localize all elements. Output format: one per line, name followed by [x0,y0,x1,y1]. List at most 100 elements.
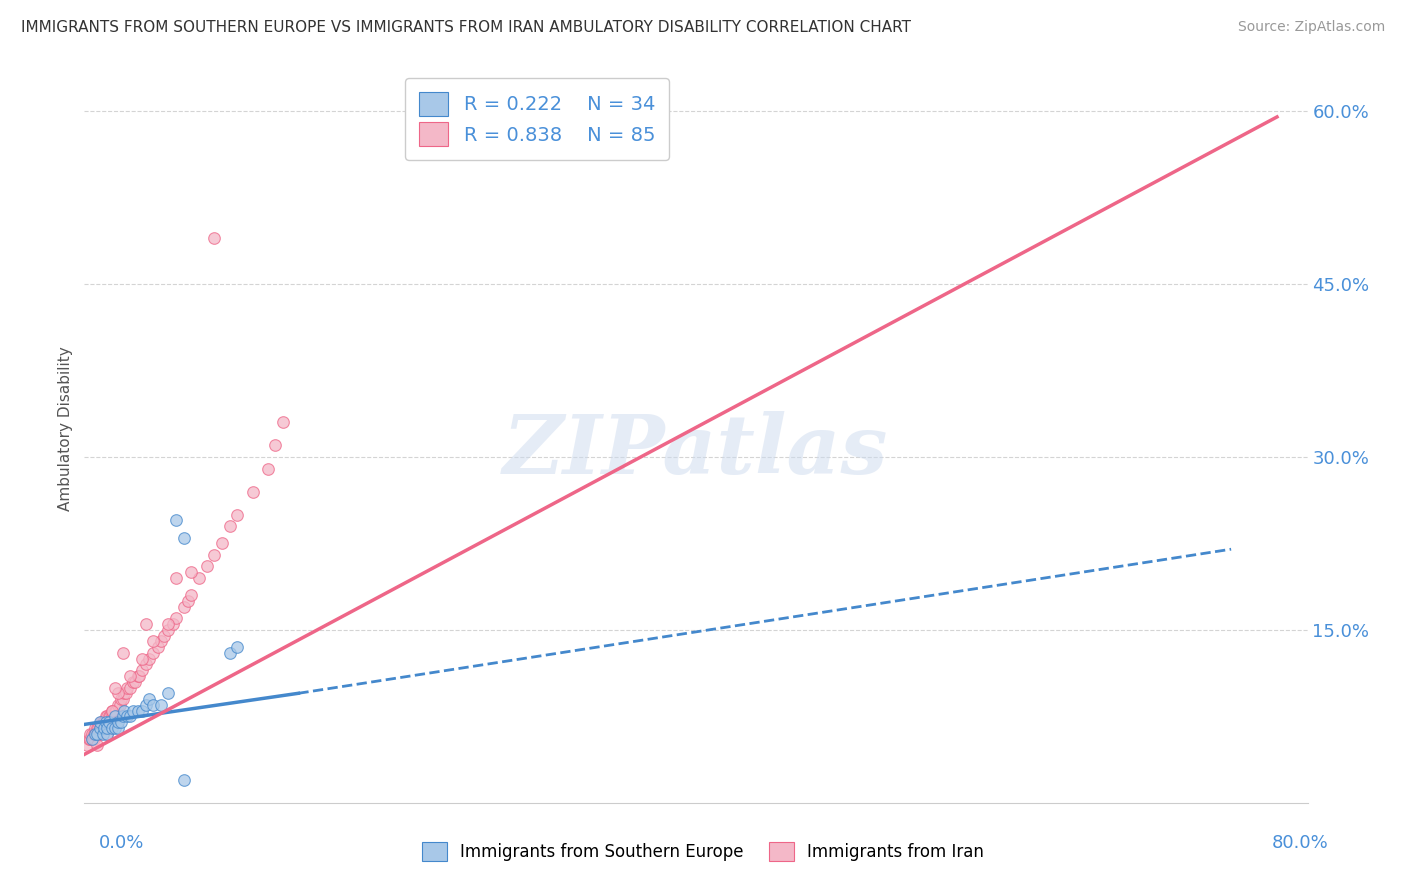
Point [149,634,172,648]
Point [257,461,280,475]
Point [153,629,176,643]
Point [111,646,134,660]
Point [127,669,149,683]
Point [96,715,118,730]
Point [107,721,129,735]
Point [180,566,202,580]
Point [84,721,107,735]
Point [96,726,118,740]
Y-axis label: Ambulatory Disability: Ambulatory Disability [58,346,73,510]
Point [86,726,108,740]
Point [165,611,187,625]
Point [195,559,218,574]
Point [89,721,111,735]
Point [135,617,157,632]
Text: Source: ZipAtlas.com: Source: ZipAtlas.com [1237,20,1385,34]
Point [86,738,108,752]
Point [104,721,127,735]
Point [91,715,114,730]
Point [135,657,157,672]
Point [120,669,142,683]
Point [94,715,117,730]
Point [131,651,153,665]
Point [79,726,101,740]
Point [80,726,103,740]
Point [97,715,120,730]
Point [89,721,111,735]
Point [89,715,111,730]
Point [96,709,118,723]
Point [91,721,114,735]
Point [108,698,131,712]
Point [87,721,110,735]
Text: 80.0%: 80.0% [1272,834,1329,852]
Legend: R = 0.222    N = 34, R = 0.838    N = 85: R = 0.222 N = 34, R = 0.838 N = 85 [405,78,669,160]
Point [180,588,202,602]
Point [122,704,145,718]
Point [98,709,121,723]
Point [110,715,132,730]
Point [165,571,187,585]
Point [128,669,150,683]
Point [157,623,180,637]
Point [84,726,107,740]
Text: ZIPatlas: ZIPatlas [503,410,889,491]
Point [97,709,120,723]
Point [104,704,127,718]
Point [173,531,195,545]
Point [138,651,160,665]
Point [91,721,114,735]
Point [76,738,98,752]
Point [110,692,132,706]
Point [91,726,114,740]
Point [104,709,127,723]
Point [112,686,135,700]
Point [101,721,124,735]
Point [93,721,115,735]
Point [96,721,118,735]
Point [157,617,180,632]
Point [86,721,108,735]
Point [142,634,165,648]
Point [202,231,225,245]
Point [104,709,127,723]
Point [165,513,187,527]
Point [271,416,294,430]
Point [142,646,165,660]
Point [103,704,125,718]
Point [218,519,240,533]
Point [89,726,111,740]
Point [218,646,240,660]
Point [173,599,195,614]
Point [86,726,108,740]
Point [211,536,233,550]
Point [131,704,153,718]
Point [93,721,115,735]
Point [101,704,124,718]
Point [142,698,165,712]
Text: IMMIGRANTS FROM SOUTHERN EUROPE VS IMMIGRANTS FROM IRAN AMBULATORY DISABILITY CO: IMMIGRANTS FROM SOUTHERN EUROPE VS IMMIG… [21,20,911,35]
Point [77,732,100,747]
Point [127,704,149,718]
Point [101,704,124,718]
Point [90,715,112,730]
Point [120,681,142,695]
Point [146,640,169,655]
Point [104,681,127,695]
Point [94,715,117,730]
Point [120,709,142,723]
Point [80,732,103,747]
Point [157,686,180,700]
Point [202,548,225,562]
Point [111,692,134,706]
Point [177,594,200,608]
Point [79,732,101,747]
Point [107,698,129,712]
Point [138,692,160,706]
Point [115,681,138,695]
Point [115,709,138,723]
Point [124,674,146,689]
Point [264,438,287,452]
Point [93,715,115,730]
Point [101,709,124,723]
